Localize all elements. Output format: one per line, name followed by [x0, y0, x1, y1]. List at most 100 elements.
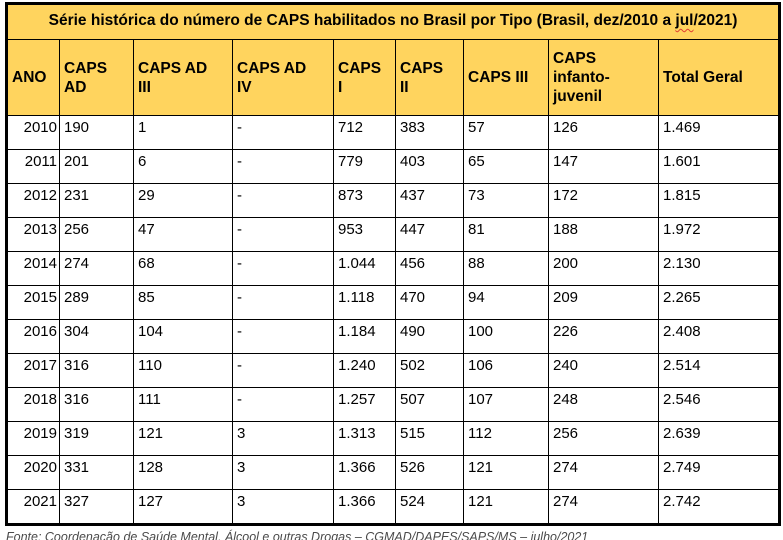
- value-cell: 47: [133, 217, 233, 252]
- value-cell: 201: [59, 149, 134, 184]
- value-cell: 6: [133, 149, 233, 184]
- value-cell: 107: [463, 387, 549, 422]
- value-cell: 331: [59, 455, 134, 490]
- year-cell: 2010: [6, 115, 60, 150]
- value-cell: -: [232, 183, 334, 218]
- value-cell: 327: [59, 489, 134, 525]
- value-cell: 112: [463, 421, 549, 456]
- header-row: ANO CAPS AD CAPS AD III CAPS AD IV CAPS …: [6, 39, 781, 116]
- value-cell: 29: [133, 183, 233, 218]
- value-cell: 2.749: [657, 455, 781, 490]
- value-cell: 188: [548, 217, 659, 252]
- value-cell: 1.469: [657, 115, 781, 150]
- caps-table: Série histórica do número de CAPS habili…: [5, 2, 782, 526]
- value-cell: 403: [395, 149, 464, 184]
- value-cell: 147: [548, 149, 659, 184]
- value-cell: 127: [133, 489, 233, 525]
- column-header-caps-iii: CAPS III: [463, 39, 549, 116]
- table-row: 2010 190 1-712 383 57 126 1.469: [6, 115, 781, 150]
- value-cell: 3: [232, 489, 334, 525]
- table-row: 2021 327 127 3 1.366 524 121 274 2.742: [6, 489, 781, 525]
- value-cell: 106: [463, 353, 549, 388]
- value-cell: 526: [395, 455, 464, 490]
- value-cell: 240: [548, 353, 659, 388]
- year-cell: 2012: [6, 183, 60, 218]
- table-row: 2018 316 111-1.257 507 107 248 2.546: [6, 387, 781, 422]
- value-cell: 447: [395, 217, 464, 252]
- value-cell: 2.408: [657, 319, 781, 354]
- value-cell: 456: [395, 251, 464, 286]
- value-cell: 502: [395, 353, 464, 388]
- value-cell: 437: [395, 183, 464, 218]
- value-cell: 470: [395, 285, 464, 320]
- value-cell: -: [232, 217, 334, 252]
- value-cell: 85: [133, 285, 233, 320]
- value-cell: 256: [59, 217, 134, 252]
- value-cell: 104: [133, 319, 233, 354]
- value-cell: 2.130: [657, 251, 781, 286]
- title-text-before: Série histórica do número de CAPS habili…: [48, 12, 676, 29]
- value-cell: 2.546: [657, 387, 781, 422]
- value-cell: 248: [548, 387, 659, 422]
- column-header-ano: ANO: [6, 39, 60, 116]
- table-body: 2010 190 1-712 383 57 126 1.469 2011 201 6-779 403…: [6, 115, 781, 525]
- value-cell: 274: [59, 251, 134, 286]
- value-cell: -: [232, 251, 334, 286]
- column-header-caps-ad-iv: CAPS AD IV: [232, 39, 334, 116]
- year-cell: 2016: [6, 319, 60, 354]
- value-cell: 94: [463, 285, 549, 320]
- value-cell: 490: [395, 319, 464, 354]
- value-cell: 779: [333, 149, 396, 184]
- value-cell: 65: [463, 149, 549, 184]
- value-cell: 2.742: [657, 489, 781, 525]
- value-cell: 226: [548, 319, 659, 354]
- table-row: 2014 274 68-1.044 456 88 200 2.130: [6, 251, 781, 286]
- value-cell: 1.366: [333, 455, 396, 490]
- value-cell: 316: [59, 387, 134, 422]
- value-cell: 200: [548, 251, 659, 286]
- value-cell: 121: [463, 489, 549, 525]
- value-cell: 953: [333, 217, 396, 252]
- value-cell: 1.815: [657, 183, 781, 218]
- table-row: 2017 316 110-1.240 502 106 240 2.514: [6, 353, 781, 388]
- value-cell: 126: [548, 115, 659, 150]
- title-row: Série histórica do número de CAPS habili…: [5, 3, 781, 40]
- source-note: Fonte: Coordenação de Saúde Mental, Álco…: [6, 530, 589, 540]
- value-cell: 1.118: [333, 285, 396, 320]
- table-title: Série histórica do número de CAPS habili…: [5, 3, 781, 40]
- value-cell: 110: [133, 353, 233, 388]
- column-header-total-geral: Total Geral: [657, 39, 781, 116]
- value-cell: 172: [548, 183, 659, 218]
- value-cell: 507: [395, 387, 464, 422]
- value-cell: 121: [133, 421, 233, 456]
- value-cell: 88: [463, 251, 549, 286]
- value-cell: 190: [59, 115, 134, 150]
- value-cell: 3: [232, 421, 334, 456]
- value-cell: 1.366: [333, 489, 396, 525]
- table-row: 2011 201 6-779 403 65 147 1.601: [6, 149, 781, 184]
- value-cell: 111: [133, 387, 233, 422]
- value-cell: 1.240: [333, 353, 396, 388]
- table-row: 2016 304 104-1.184 490 100 226 2.408: [6, 319, 781, 354]
- value-cell: 1.044: [333, 251, 396, 286]
- table-row: 2019 319 121 3 1.313 515 112 256 2.639: [6, 421, 781, 456]
- column-header-caps-ad-iii: CAPS AD III: [133, 39, 233, 116]
- value-cell: 128: [133, 455, 233, 490]
- column-header-caps-ad: CAPS AD: [59, 39, 134, 116]
- value-cell: 73: [463, 183, 549, 218]
- column-header-caps-i: CAPS I: [333, 39, 396, 116]
- value-cell: 209: [548, 285, 659, 320]
- value-cell: 1.257: [333, 387, 396, 422]
- value-cell: 319: [59, 421, 134, 456]
- title-text-after: /2021): [693, 12, 738, 29]
- value-cell: 2.639: [657, 421, 781, 456]
- value-cell: -: [232, 353, 334, 388]
- value-cell: 57: [463, 115, 549, 150]
- column-header-caps-infanto-juvenil: CAPS infanto- juvenil: [548, 39, 659, 116]
- value-cell: 1.313: [333, 421, 396, 456]
- year-cell: 2011: [6, 149, 60, 184]
- column-header-caps-ii: CAPS II: [395, 39, 464, 116]
- value-cell: 274: [548, 455, 659, 490]
- table-row: 2013 256 47-953 447 81 188 1.972: [6, 217, 781, 252]
